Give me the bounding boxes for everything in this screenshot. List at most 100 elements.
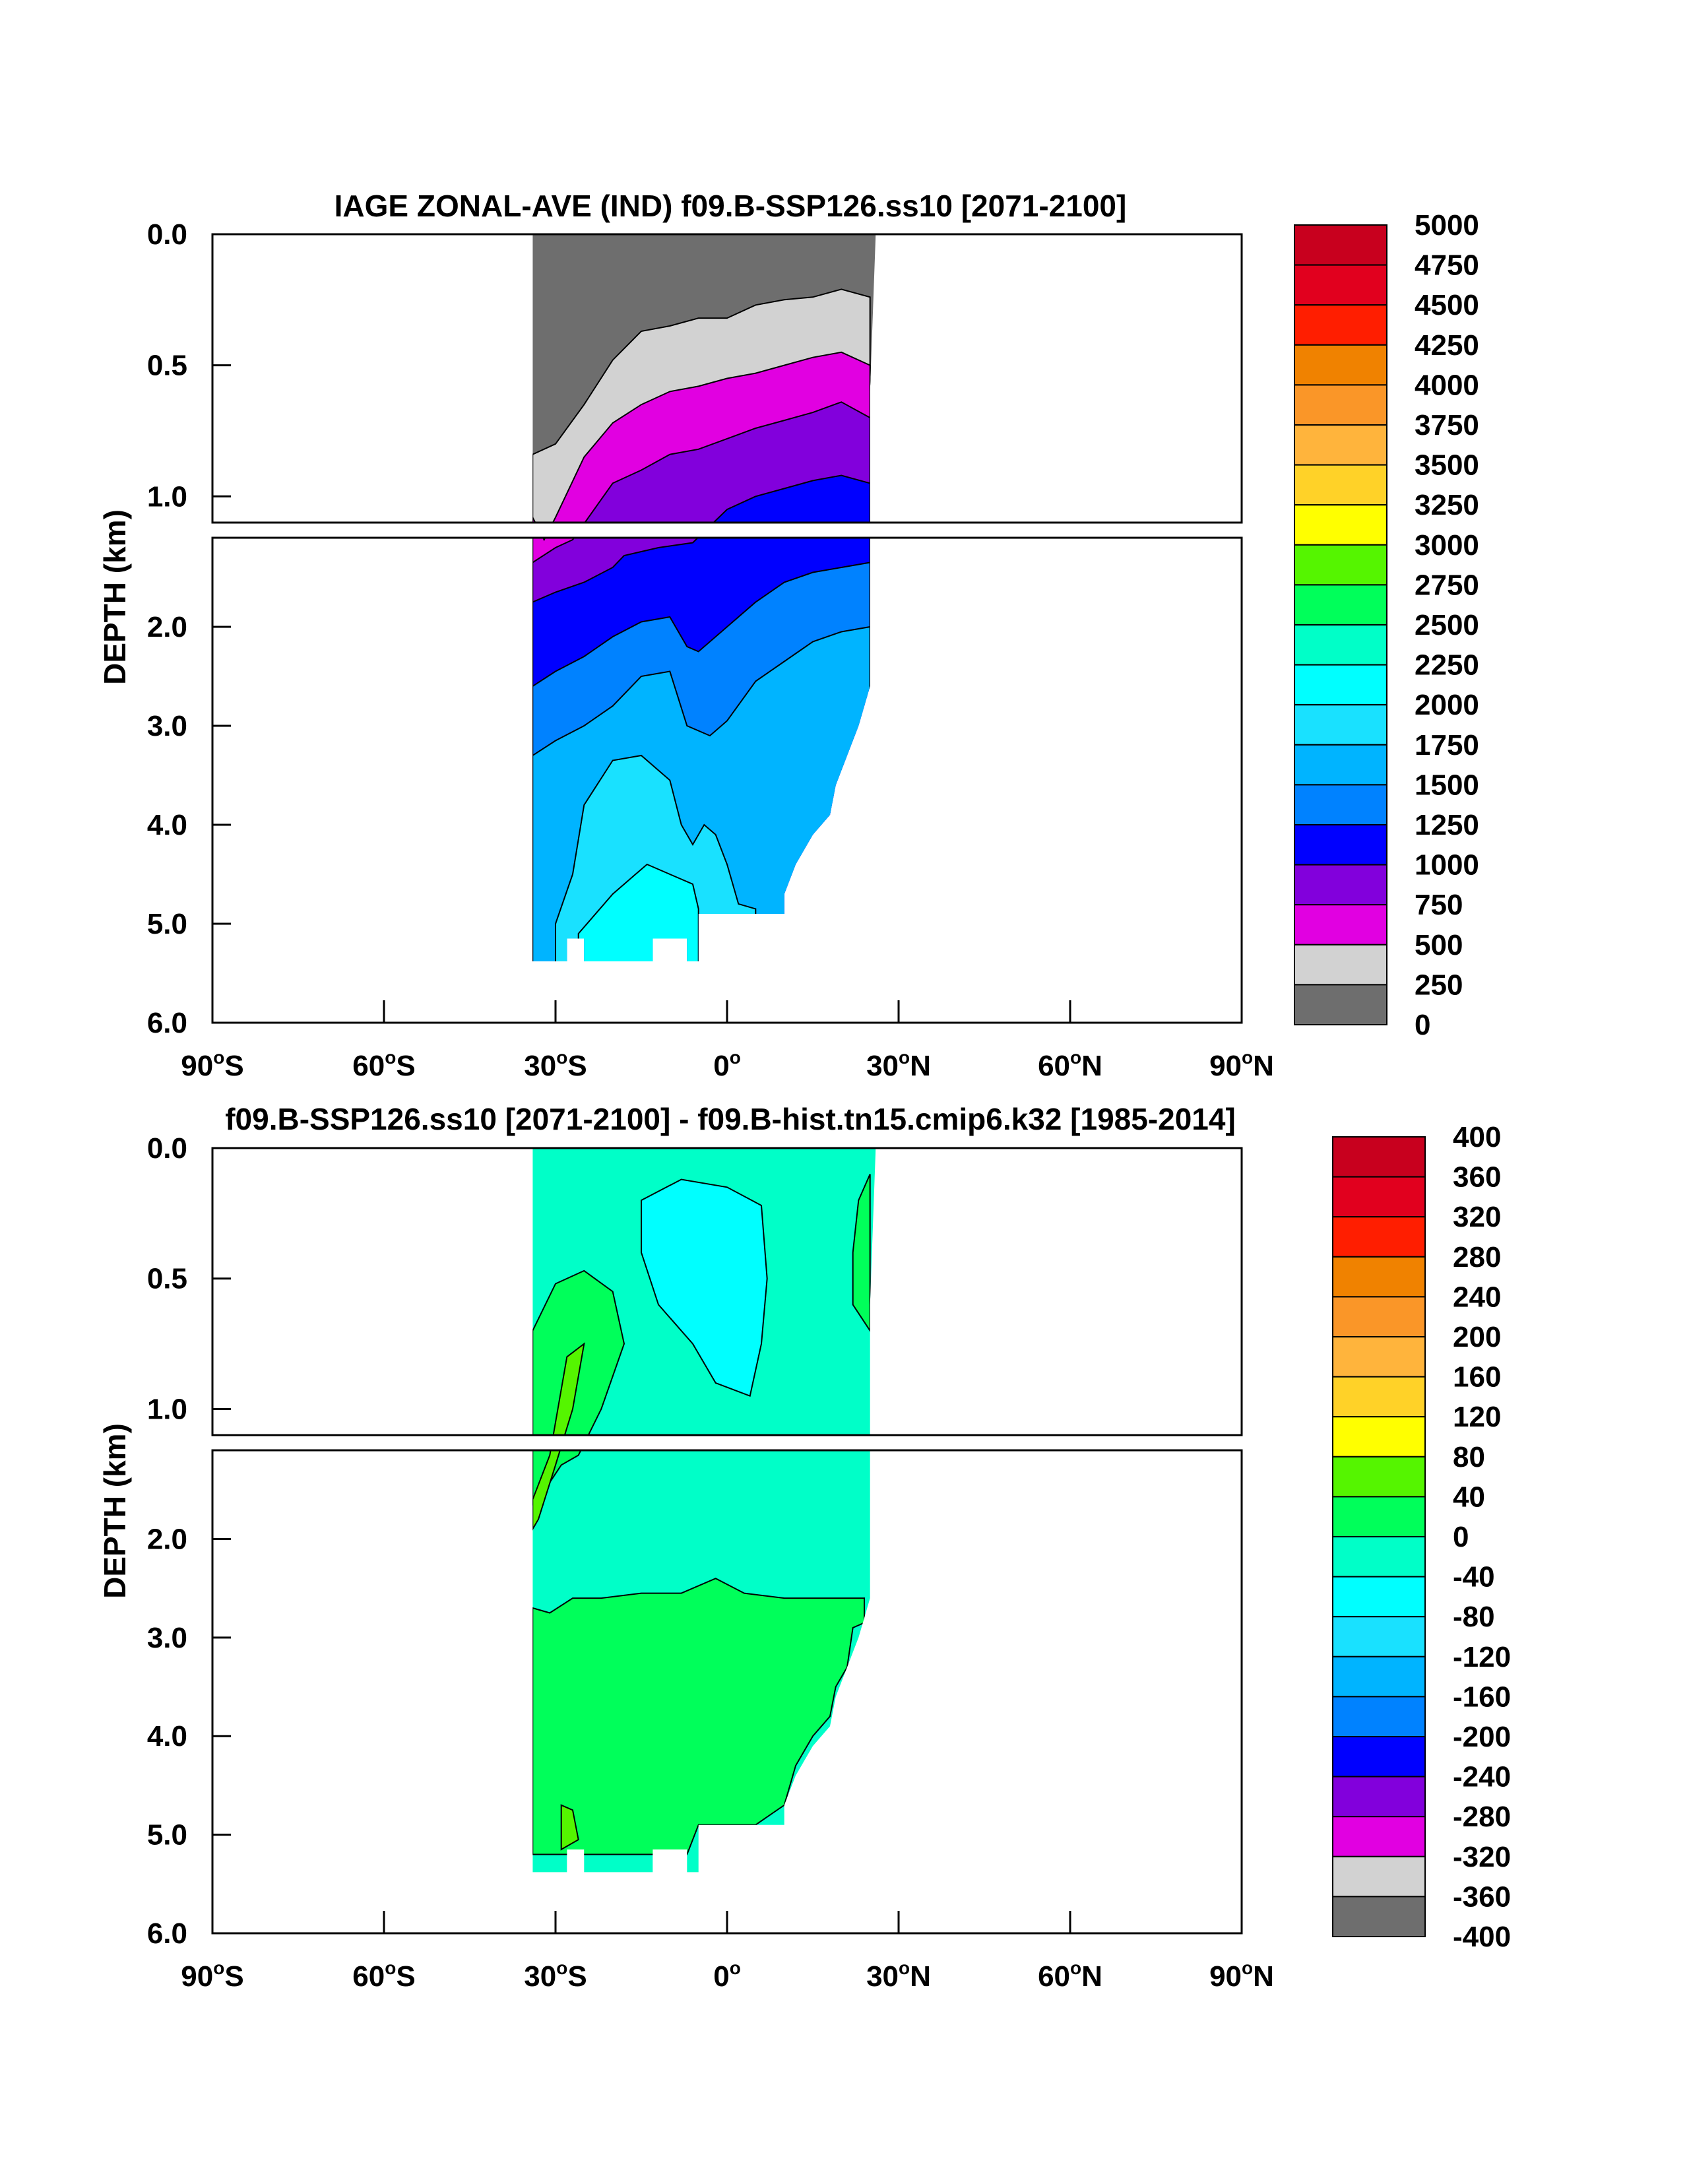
colorbar-box (1294, 904, 1387, 946)
colorbar-box (1332, 1336, 1426, 1378)
y-tick-label: 0.0 (147, 218, 187, 251)
colorbar-box (1294, 344, 1387, 386)
colorbar-label: 3500 (1415, 449, 1479, 482)
colorbar-label: 3250 (1415, 489, 1479, 521)
colorbar-box (1294, 504, 1387, 546)
colorbar-label: 360 (1453, 1161, 1501, 1194)
colorbar-label: -120 (1453, 1641, 1511, 1673)
panel2-colorbar: 40036032028024020016012080400-40-80-120-… (1332, 1121, 1511, 1953)
y-tick-label: 0.5 (147, 350, 187, 382)
region-north-edge (852, 1174, 871, 1333)
colorbar-box (1294, 744, 1387, 786)
x-tick-label: 90oN (1209, 1047, 1274, 1082)
colorbar-label: 240 (1453, 1281, 1501, 1313)
colorbar-label: 4500 (1415, 289, 1479, 321)
colorbar-box (1294, 784, 1387, 826)
colorbar-box (1332, 1536, 1426, 1578)
colorbar-label: 160 (1453, 1361, 1501, 1394)
colorbar-label: 40 (1453, 1481, 1485, 1513)
colorbar-box (1332, 1816, 1426, 1857)
region-lower (532, 1578, 865, 1855)
panel-iage-difference: f09.B-SSP126.ss10 [2071-2100] - f09.B-hi… (98, 1102, 1511, 1993)
colorbar-box (1294, 424, 1387, 466)
colorbar-box (1294, 664, 1387, 706)
y-tick-label: 2.0 (147, 1523, 187, 1555)
colorbar-box (1332, 1216, 1426, 1258)
x-tick-label: 30oN (866, 1047, 931, 1082)
y-tick-label: 0.5 (147, 1263, 187, 1295)
colorbar-box (1332, 1696, 1426, 1737)
x-tick-label: 30oS (524, 1958, 587, 1993)
panel-iage-mean: IAGE ZONAL-AVE (IND) f09.B-SSP126.ss10 [… (98, 189, 1479, 1082)
x-tick-label: 90oS (181, 1958, 243, 1993)
x-tick-label: 30oS (524, 1047, 587, 1082)
colorbar-label: -240 (1453, 1761, 1511, 1793)
colorbar-label: 120 (1453, 1401, 1501, 1433)
region-south-arm (532, 1269, 625, 1435)
band-1000 (532, 474, 871, 523)
colorbar-label: -400 (1453, 1921, 1511, 1953)
colorbar-label: 2250 (1415, 649, 1479, 682)
panel1-colorbar: 5000475045004250400037503500325030002750… (1294, 209, 1479, 1041)
colorbar-box (1332, 1256, 1426, 1298)
field-lower-ocean (532, 1450, 876, 1873)
region-deep-blob (560, 1804, 579, 1851)
colorbar-box (1332, 1176, 1426, 1218)
colorbar-label: 200 (1453, 1321, 1501, 1353)
y-tick-label: 2.0 (147, 611, 187, 643)
colorbar-box (1332, 1776, 1426, 1818)
field-upper-ocean (532, 1148, 876, 1435)
colorbar-label: 4250 (1415, 329, 1479, 362)
field-lower (532, 538, 876, 961)
colorbar-box (1294, 864, 1387, 906)
y-tick-label: 4.0 (147, 809, 187, 841)
panel1-y-axis-label: DEPTH (km) (98, 509, 132, 685)
colorbar-label: 400 (1453, 1121, 1501, 1153)
colorbar-label: 3750 (1415, 409, 1479, 441)
y-tick-label: 3.0 (147, 1622, 187, 1654)
colorbar-label: 1000 (1415, 849, 1479, 882)
colorbar-label: 2000 (1415, 689, 1479, 721)
frame-upper (211, 233, 1243, 524)
field-upper (532, 1148, 876, 1435)
region-central (641, 1178, 768, 1397)
colorbar-box (1294, 464, 1387, 506)
colorbar-label: 750 (1415, 889, 1463, 921)
x-tick-label: 60oS (352, 1958, 415, 1993)
panel1-plot-area: 0.0 0.5 1.0 2.0 3.0 4.0 5.0 6.0 90oS 60oS 30oS 0o 30… (147, 218, 1274, 1082)
field-upper-ocean (532, 234, 876, 523)
colorbar-label: 320 (1453, 1201, 1501, 1233)
y-tick-label: 4.0 (147, 1720, 187, 1752)
panel2-plot-area: 0.0 0.5 1.0 2.0 3.0 4.0 5.0 6.0 90oS 60oS 30oS 0o 30… (147, 1132, 1274, 1993)
y-tick-label: 6.0 (147, 1007, 187, 1039)
colorbar-box (1332, 1496, 1426, 1537)
colorbar-box (1294, 304, 1387, 346)
colorbar-label: 280 (1453, 1241, 1501, 1273)
colorbar-box (1294, 584, 1387, 626)
colorbar-box (1294, 624, 1387, 666)
y-tick-label: 5.0 (147, 1819, 187, 1851)
y-tick-label: 1.0 (147, 480, 187, 513)
colorbar-box (1294, 384, 1387, 426)
x-tick-label: 60oN (1038, 1047, 1102, 1082)
x-tick-label: 30oN (866, 1958, 931, 1993)
colorbar-label: -160 (1453, 1681, 1511, 1713)
frame-upper (211, 1147, 1243, 1436)
field-lower (532, 1450, 876, 1873)
colorbar-box (1332, 1855, 1426, 1898)
y-tick-label: 5.0 (147, 908, 187, 940)
colorbar-label: 4750 (1415, 249, 1479, 282)
panel2-title: f09.B-SSP126.ss10 [2071-2100] - f09.B-hi… (225, 1102, 1236, 1136)
colorbar-box (1294, 264, 1387, 306)
colorbar-label: 500 (1415, 929, 1463, 961)
colorbar-label: 2750 (1415, 569, 1479, 601)
x-tick-label: 0o (713, 1958, 741, 1993)
panel1-title: IAGE ZONAL-AVE (IND) f09.B-SSP126.ss10 [… (335, 189, 1127, 223)
colorbar-label: 3000 (1415, 529, 1479, 562)
region-streak (532, 1342, 585, 1435)
x-tick-label: 90oN (1209, 1958, 1274, 1993)
colorbar-label: 80 (1453, 1441, 1485, 1473)
colorbar-box (1294, 824, 1387, 866)
colorbar-box (1332, 1136, 1426, 1178)
